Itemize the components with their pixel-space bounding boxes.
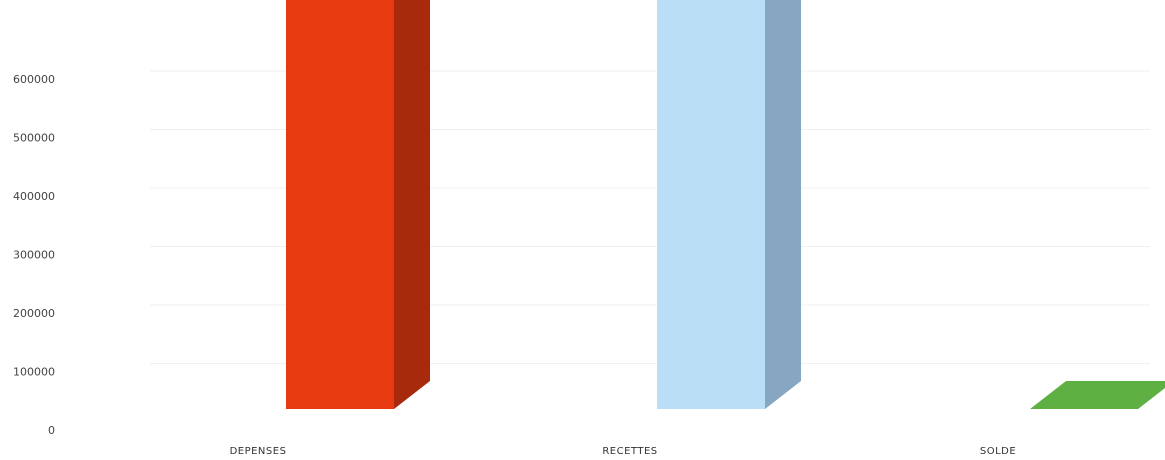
- y-tick-label: 600000: [13, 73, 55, 86]
- y-axis: 0 100000 200000 300000 400000 500000 600000: [13, 73, 55, 437]
- bars: 537 279,54 537 279,54: [286, 0, 1165, 409]
- bar-side-face: [765, 0, 801, 409]
- bar-front-face: [657, 0, 765, 409]
- y-tick-label: 500000: [13, 132, 55, 145]
- bar-front-face: [286, 0, 394, 409]
- y-tick-label: 100000: [13, 366, 55, 379]
- bar-depenses: 537 279,54: [286, 0, 430, 409]
- y-tick-label: 400000: [13, 190, 55, 203]
- bar-recettes: 537 279,54: [657, 0, 801, 409]
- x-axis: DEPENSES RECETTES SOLDE: [230, 446, 1016, 457]
- y-tick-label: 200000: [13, 307, 55, 320]
- x-tick-label: RECETTES: [602, 446, 657, 457]
- y-tick-label: 0: [48, 424, 55, 437]
- bar-solde: [1030, 381, 1165, 409]
- bar-side-face: [394, 0, 430, 409]
- bar-top-face: [1030, 381, 1165, 409]
- y-tick-label: 300000: [13, 249, 55, 262]
- x-tick-label: SOLDE: [980, 446, 1016, 457]
- x-tick-label: DEPENSES: [230, 446, 287, 457]
